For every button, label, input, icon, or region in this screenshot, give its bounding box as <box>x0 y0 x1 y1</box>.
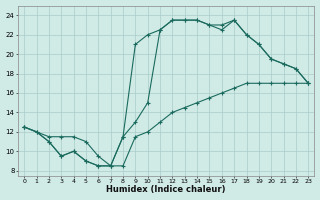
X-axis label: Humidex (Indice chaleur): Humidex (Indice chaleur) <box>107 185 226 194</box>
